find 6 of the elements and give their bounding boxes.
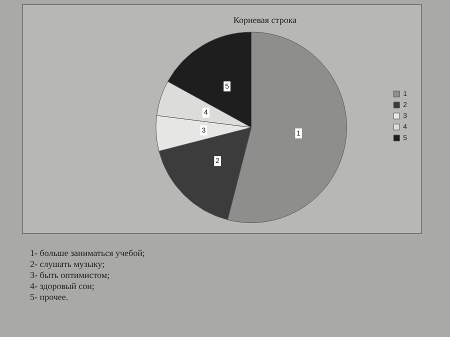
text: 5- прочее.	[30, 292, 70, 303]
chart-title: Корневая строка	[233, 14, 297, 25]
text: 1- больше заниматься учебой;	[30, 248, 145, 259]
text: 2- слушать музыку;	[30, 259, 106, 270]
text: 3- быть оптимистом;	[30, 270, 111, 281]
text: 4- здоровый сон;	[30, 281, 96, 292]
